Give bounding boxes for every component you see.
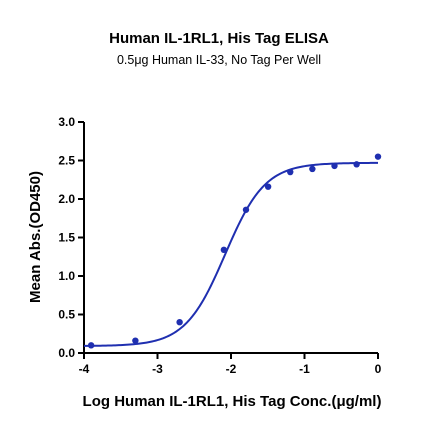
axes: 0.0 0.5 1.0 1.5 2.0 2.5 3.0 -4 -3 -2 -1 0 xyxy=(58,115,381,376)
y-axis-title: Mean Abs.(OD450) xyxy=(27,171,44,303)
data-point xyxy=(353,161,360,168)
y-tick-label: 2.0 xyxy=(58,192,75,206)
x-tick-label: 0 xyxy=(375,362,382,376)
data-points xyxy=(87,153,382,349)
data-point xyxy=(264,183,272,190)
y-tick-label: 2.5 xyxy=(58,154,75,168)
y-tick-label: 3.0 xyxy=(58,115,75,129)
fit-curve xyxy=(83,161,378,347)
data-point xyxy=(374,153,382,160)
data-point xyxy=(132,337,139,344)
y-tick-label: 1.5 xyxy=(58,231,75,245)
data-point xyxy=(331,162,338,170)
data-point xyxy=(242,206,250,213)
x-tick-label: -4 xyxy=(79,362,90,376)
data-point xyxy=(87,342,95,349)
data-point xyxy=(309,165,316,173)
data-point xyxy=(220,246,228,254)
x-axis-title: Log Human IL-1RL1, His Tag Conc.(μg/ml) xyxy=(83,393,382,410)
y-tick-label: 1.0 xyxy=(58,269,75,283)
y-tick-label: 0.5 xyxy=(58,308,75,322)
y-tick-label: 0.0 xyxy=(58,346,75,360)
x-tick-label: -2 xyxy=(226,362,237,376)
chart-title: Human IL-1RL1, His Tag ELISA xyxy=(109,30,329,47)
data-point xyxy=(287,168,294,176)
x-tick-label: -3 xyxy=(152,362,163,376)
data-point xyxy=(176,319,183,326)
chart-subtitle: 0.5μg Human IL-33, No Tag Per Well xyxy=(116,53,322,67)
x-tick-label: -1 xyxy=(299,362,310,376)
